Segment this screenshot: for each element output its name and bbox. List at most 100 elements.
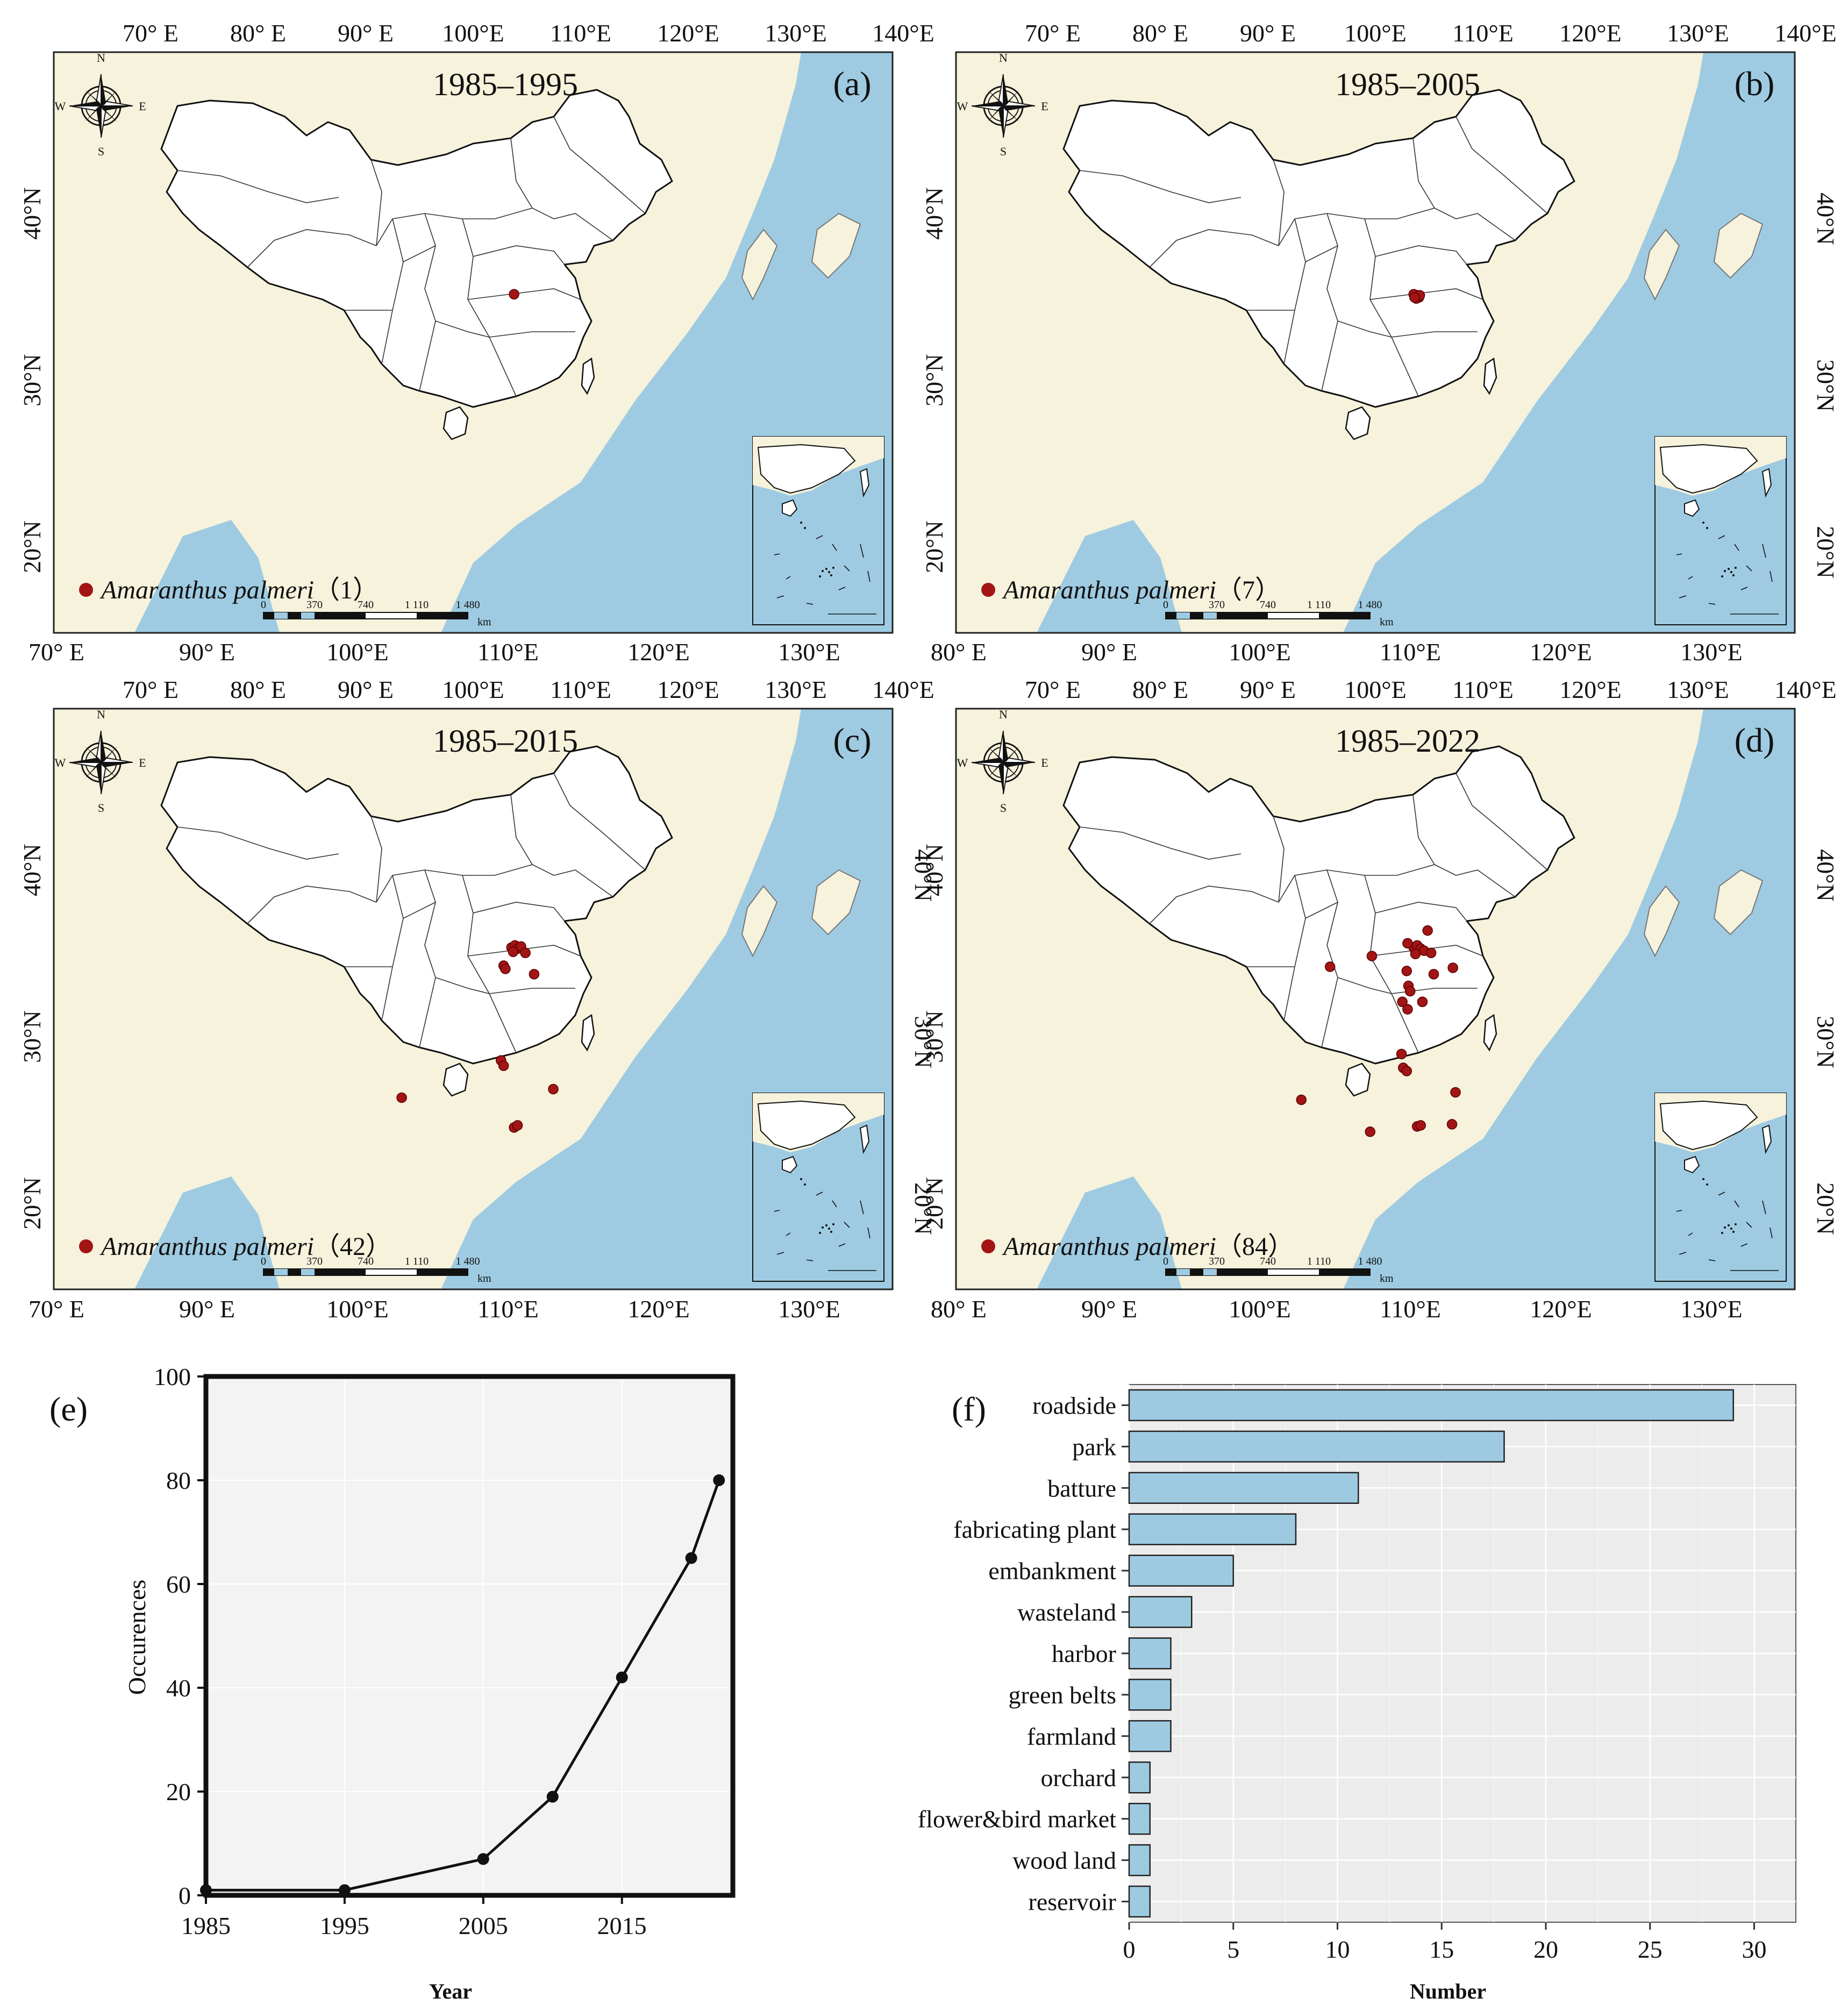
top-axis-label: 90° E <box>1240 676 1296 703</box>
bottom-axis-label: 80° E <box>931 1295 987 1323</box>
compass-west: W <box>957 756 968 769</box>
korea-peninsula <box>1643 885 1680 958</box>
category-label: orchard <box>1041 1764 1116 1792</box>
right-axis-label: 40°N <box>1812 849 1839 902</box>
compass-east: E <box>139 756 146 769</box>
scale-label: 1 480 <box>456 1255 480 1267</box>
inset-map <box>752 1093 884 1282</box>
scale-bar: 0 370 740 1 110 1 480 km <box>1163 1255 1394 1285</box>
top-axis-label: 70° E <box>1025 19 1081 47</box>
occurrence-point <box>1410 948 1421 959</box>
occurrence-point <box>1428 969 1439 980</box>
bottom-axis-label: 130°E <box>778 638 840 666</box>
bottom-axis-label: 100°E <box>1229 1295 1291 1323</box>
period-title: 1985–2005 <box>1335 67 1480 102</box>
bottom-axis-label: 100°E <box>1229 638 1291 666</box>
south-china-sea-inset <box>1654 1093 1787 1282</box>
occurrence-point <box>1402 938 1413 949</box>
compass-south: S <box>1000 145 1007 158</box>
line-chart-panel: (e) Occurences Year 0 20 40 60 80 100 1985 1995… <box>49 1363 736 2003</box>
occurrence-point <box>396 1092 407 1103</box>
scale-label: 1 110 <box>1307 1255 1331 1267</box>
scale-unit: km <box>1380 1273 1394 1285</box>
scale-label: 1 480 <box>1358 1255 1382 1267</box>
scale-unit: km <box>1380 616 1394 628</box>
occurrence-point <box>1417 996 1428 1008</box>
bottom-axis-label: 120°E <box>1530 1295 1592 1323</box>
bay-of-bengal <box>134 520 280 633</box>
y-tick-label: 0 <box>179 1882 191 1909</box>
category-label: harbor <box>1052 1640 1116 1667</box>
occurrence-point <box>1401 1066 1412 1076</box>
scale-label: 0 <box>261 1255 266 1267</box>
bottom-axis-label: 70° E <box>28 1295 84 1323</box>
x-tick-label: 1985 <box>181 1912 231 1939</box>
korea-peninsula <box>741 229 778 301</box>
period-title: 1985–2022 <box>1335 723 1480 759</box>
korea-peninsula <box>741 885 778 958</box>
scale-label: 370 <box>1209 599 1225 611</box>
x-tick-label: 0 <box>1123 1936 1136 1963</box>
right-axis-label: 20°N <box>1812 526 1839 579</box>
occurrence-point <box>1296 1094 1307 1105</box>
left-axis-label: 40°N <box>18 844 46 896</box>
top-axis-label: 120°E <box>657 676 719 703</box>
scale-label: 0 <box>261 599 266 611</box>
x-tick-label: 10 <box>1325 1936 1350 1963</box>
category-label: flower&bird market <box>918 1806 1116 1833</box>
data-point <box>546 1790 559 1803</box>
category-label: batture <box>1047 1474 1116 1502</box>
occurrence-point <box>1425 947 1437 958</box>
scale-label: 1 110 <box>405 1255 429 1267</box>
x-tick-label: 2015 <box>597 1912 647 1939</box>
data-point <box>616 1671 628 1683</box>
top-axis-label: 110°E <box>550 676 611 703</box>
compass-north: N <box>97 708 105 721</box>
right-axis-label: 40°N <box>910 849 937 902</box>
top-axis-label: 140°E <box>1774 19 1837 47</box>
legend-marker <box>79 1239 93 1253</box>
period-title: 1985–2015 <box>433 723 578 759</box>
bottom-axis-label: 120°E <box>627 1295 690 1323</box>
scale-label: 740 <box>358 599 374 611</box>
x-tick-label: 30 <box>1742 1936 1767 1963</box>
south-china-sea-inset <box>1654 436 1787 625</box>
top-axis-label: 130°E <box>1667 19 1729 47</box>
bottom-axis-label: 120°E <box>627 638 690 666</box>
map-border <box>53 708 894 1290</box>
category-label: fabricating plant <box>953 1516 1116 1543</box>
legend-text: Amaranthus palmeri（84） <box>1002 1232 1294 1261</box>
occurrence-point <box>1397 996 1408 1008</box>
occurrence-point <box>1396 1048 1407 1060</box>
occurrence-count: （84） <box>1216 1232 1294 1261</box>
south-china-sea-inset <box>752 436 884 625</box>
bar <box>1128 1885 1151 1918</box>
top-axis-label: 70° E <box>123 19 179 47</box>
panel-label: (a) <box>833 65 871 103</box>
panel-label-f: (f) <box>952 1390 986 1428</box>
legend-text: Amaranthus palmeri（7） <box>1002 576 1281 604</box>
compass-east: E <box>1041 756 1048 769</box>
bottom-axis-label: 110°E <box>477 1295 539 1323</box>
occurrence-point <box>1409 292 1420 303</box>
bar <box>1128 1430 1505 1463</box>
left-axis-label: 30°N <box>18 354 46 406</box>
korea-peninsula <box>1643 229 1680 301</box>
top-axis-label: 130°E <box>765 19 827 47</box>
bottom-axis-label: 90° E <box>179 1295 235 1323</box>
scale-bar: 0 370 740 1 110 1 480 km <box>261 1255 491 1285</box>
scale-unit: km <box>477 1273 491 1285</box>
compass-north: N <box>97 51 105 65</box>
panel-label: (b) <box>1735 65 1775 103</box>
japan-islands <box>1713 869 1764 936</box>
data-point <box>713 1474 725 1486</box>
top-axis-label: 90° E <box>338 19 394 47</box>
scale-bar-graphic <box>1165 1268 1371 1276</box>
bottom-axis-label: 100°E <box>326 638 389 666</box>
left-axis-label: 40°N <box>921 187 948 240</box>
compass-east: E <box>139 99 146 113</box>
